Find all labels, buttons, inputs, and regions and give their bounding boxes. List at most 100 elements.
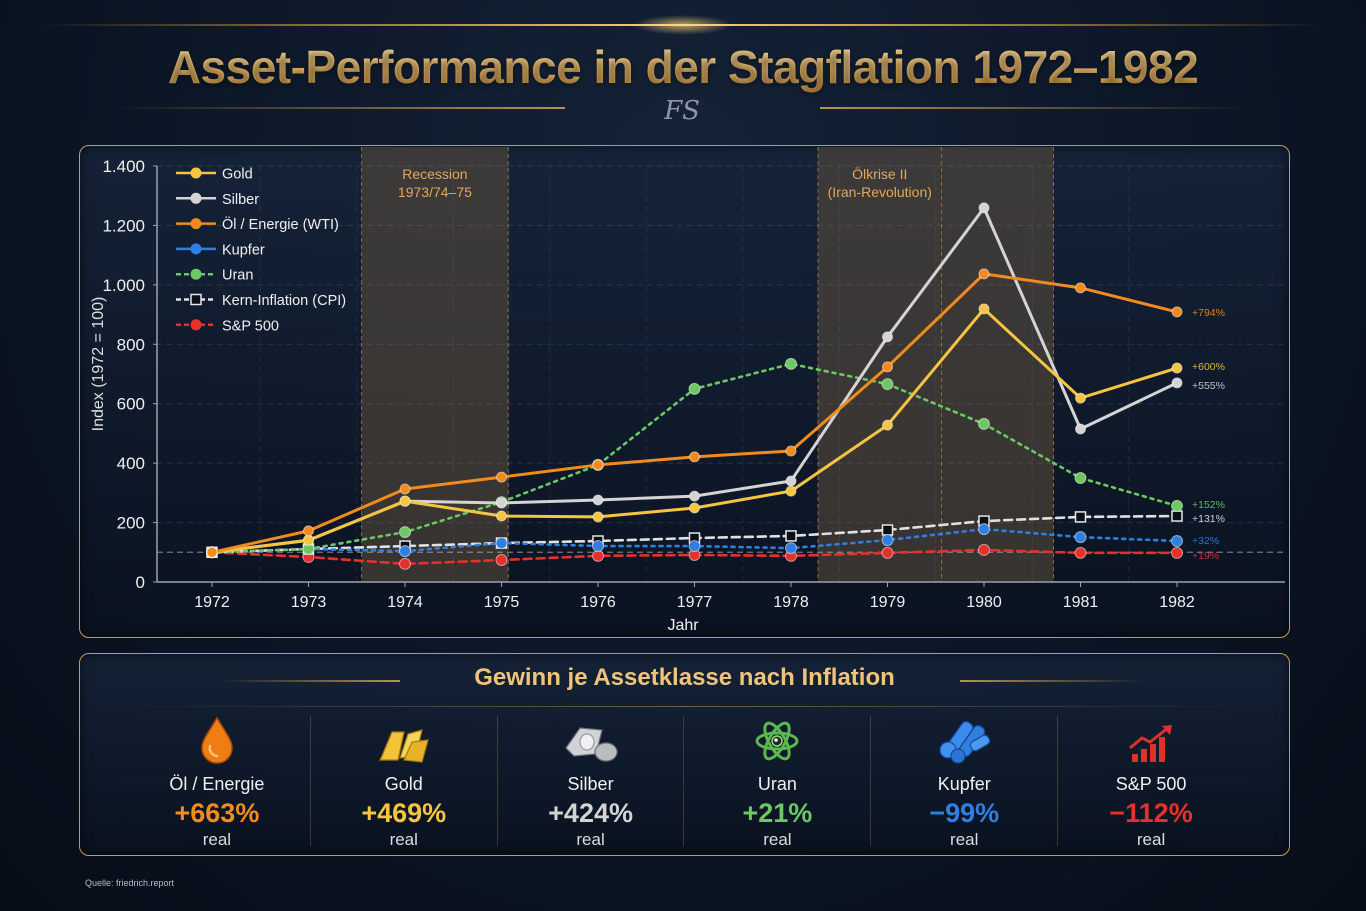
data-point: [785, 530, 797, 542]
data-point: [978, 202, 990, 214]
data-point: [1075, 423, 1086, 435]
x-tick-label: 1981: [1063, 594, 1099, 611]
annotation-label: Ölkrise II: [852, 165, 907, 182]
y-axis-label: Index (1972 = 100): [90, 297, 107, 432]
legend-label: Silber: [222, 192, 259, 208]
data-point: [1171, 362, 1183, 374]
x-tick-label: 1975: [484, 594, 520, 611]
data-point: [785, 542, 797, 555]
legend-label: Uran: [222, 268, 253, 284]
gold-bars-icon: [311, 716, 497, 764]
data-point: [303, 525, 314, 537]
data-point: [399, 495, 411, 507]
legend-label: S&P 500: [222, 318, 279, 334]
end-value-label: +32%: [1192, 535, 1219, 547]
oil-drop-icon: [124, 716, 310, 764]
x-tick-label: 1978: [773, 594, 809, 611]
data-point: [399, 483, 411, 495]
annotation-label: (Iran-Revolution): [828, 184, 932, 200]
title-divider-right: [820, 107, 1252, 109]
summary-card-oil: Öl / Energie +663% real: [124, 716, 310, 849]
y-tick-label: 0: [136, 573, 145, 592]
y-tick-label: 1.400: [102, 157, 145, 176]
data-point: [882, 331, 893, 343]
chart-panel: Recession 1973/74–75 Ölkrise II (Iran-Revol…: [79, 145, 1290, 638]
summary-card-name: Uran: [757, 774, 797, 794]
end-value-label: +600%: [1192, 361, 1225, 373]
data-point: [592, 540, 604, 553]
summary-card-name: Kupfer: [937, 774, 991, 794]
data-point: [592, 494, 604, 506]
legend-marker: [190, 319, 202, 331]
source-note: Quelle: friedrich.report: [85, 878, 175, 888]
summary-card-name: Öl / Energie: [169, 774, 265, 794]
summary-card-suffix: real: [950, 830, 979, 849]
data-point: [881, 378, 894, 391]
data-point: [1171, 499, 1183, 512]
x-axis-label: Jahr: [667, 617, 699, 634]
data-point: [496, 510, 507, 522]
summary-card-suffix: real: [389, 830, 418, 849]
y-tick-label: 1.200: [102, 216, 145, 235]
summary-card-silver: Silber +424% real: [496, 716, 684, 849]
data-point: [206, 546, 218, 558]
summary-card-name: Silber: [567, 774, 614, 794]
end-value-label: +152%: [1192, 499, 1225, 511]
data-point: [688, 382, 701, 395]
summary-separator: [110, 706, 1260, 707]
summary-cards: Öl / Energie +663% real Gold +469% real …: [124, 716, 1244, 849]
end-value-label: +19%: [1192, 550, 1219, 562]
x-tick-label: 1982: [1159, 594, 1195, 611]
data-point: [1171, 510, 1183, 522]
summary-card-value: −99%: [929, 798, 1000, 828]
data-point: [785, 445, 797, 457]
data-point: [689, 490, 700, 502]
data-point: [881, 524, 894, 536]
legend-marker: [190, 218, 202, 230]
atom-icon: [684, 716, 870, 764]
copper-pipes-icon: [871, 716, 1057, 764]
data-point: [1075, 392, 1086, 404]
data-point: [496, 471, 507, 483]
data-point: [1074, 531, 1087, 544]
data-point: [978, 543, 990, 556]
summary-card-uranium: Uran +21% real: [683, 716, 870, 849]
data-point: [882, 361, 893, 373]
data-point: [882, 419, 893, 431]
legend-marker: [190, 268, 202, 280]
data-point: [1171, 306, 1183, 318]
data-point: [978, 303, 990, 315]
legend-marker: [190, 243, 202, 255]
data-point: [689, 451, 700, 463]
summary-card-suffix: real: [763, 830, 792, 849]
data-point: [495, 537, 508, 550]
summary-card-suffix: real: [202, 830, 232, 849]
data-point: [1074, 472, 1087, 484]
x-tick-label: 1974: [387, 594, 423, 611]
summary-card-gold: Gold +469% real: [309, 716, 497, 849]
legend-marker: [190, 192, 202, 204]
data-point: [1074, 546, 1087, 559]
data-point: [688, 540, 701, 553]
data-point: [881, 534, 894, 547]
end-value-label: +555%: [1192, 380, 1225, 392]
summary-card-value: +424%: [548, 798, 633, 828]
data-point: [785, 475, 797, 487]
annotation-label: 1973/74–75: [398, 184, 472, 200]
annotation-label: Recession: [402, 166, 467, 182]
end-value-label: +794%: [1192, 307, 1225, 319]
legend-label: Kupfer: [222, 242, 265, 258]
y-tick-label: 400: [117, 454, 145, 473]
summary-card-suffix: real: [1136, 830, 1166, 849]
summary-card-name: Gold: [384, 774, 423, 794]
x-tick-label: 1980: [966, 594, 1002, 611]
x-tick-label: 1979: [870, 594, 906, 611]
data-point: [881, 546, 894, 559]
rising-chart-icon: [1058, 716, 1244, 764]
data-point: [592, 459, 604, 471]
summary-card-value: +469%: [361, 798, 447, 828]
y-tick-label: 200: [117, 514, 145, 533]
silver-bars-icon: [498, 716, 684, 764]
legend-label: Öl / Energie (WTI): [222, 215, 339, 233]
top-glow: [633, 15, 733, 35]
